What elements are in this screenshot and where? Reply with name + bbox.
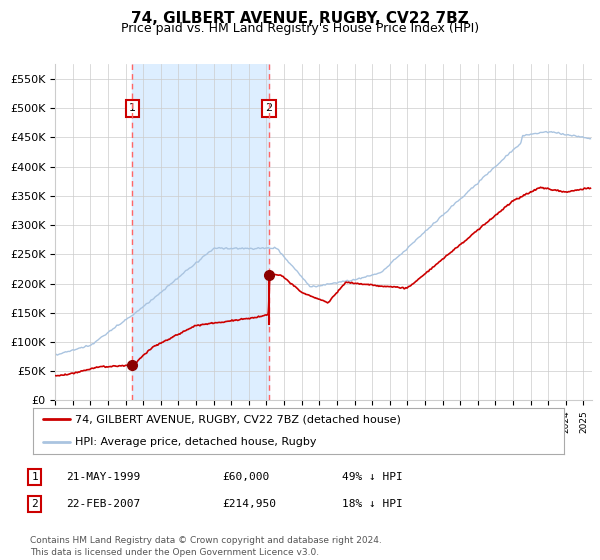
Text: 18% ↓ HPI: 18% ↓ HPI <box>342 499 403 509</box>
Text: 1: 1 <box>129 103 136 113</box>
Text: 1: 1 <box>31 472 38 482</box>
Bar <box>133 64 269 400</box>
Text: 74, GILBERT AVENUE, RUGBY, CV22 7BZ (detached house): 74, GILBERT AVENUE, RUGBY, CV22 7BZ (det… <box>76 414 401 424</box>
Text: 2: 2 <box>265 103 272 113</box>
Text: 49% ↓ HPI: 49% ↓ HPI <box>342 472 403 482</box>
Text: £214,950: £214,950 <box>222 499 276 509</box>
Text: £60,000: £60,000 <box>222 472 269 482</box>
Text: HPI: Average price, detached house, Rugby: HPI: Average price, detached house, Rugb… <box>76 437 317 447</box>
Text: 21-MAY-1999: 21-MAY-1999 <box>66 472 140 482</box>
Text: 22-FEB-2007: 22-FEB-2007 <box>66 499 140 509</box>
Text: 2: 2 <box>31 499 38 509</box>
Text: Price paid vs. HM Land Registry's House Price Index (HPI): Price paid vs. HM Land Registry's House … <box>121 22 479 35</box>
Text: Contains HM Land Registry data © Crown copyright and database right 2024.
This d: Contains HM Land Registry data © Crown c… <box>30 536 382 557</box>
Text: 74, GILBERT AVENUE, RUGBY, CV22 7BZ: 74, GILBERT AVENUE, RUGBY, CV22 7BZ <box>131 11 469 26</box>
